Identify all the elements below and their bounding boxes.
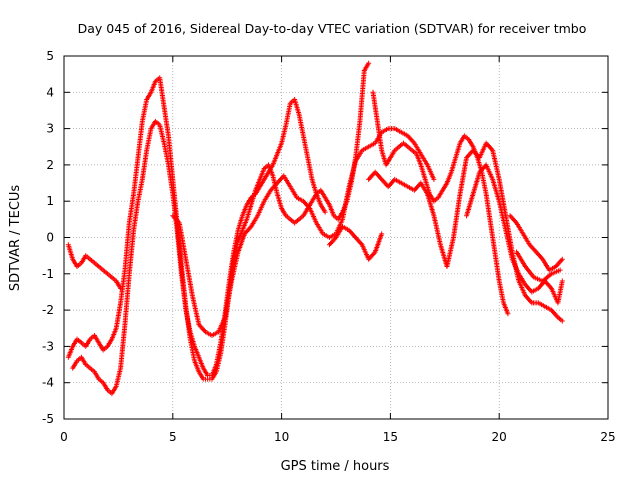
data-points [65, 60, 565, 397]
y-axis-label: SDTVAR / TECUs [8, 185, 23, 292]
data-point [322, 209, 328, 215]
data-point [118, 285, 124, 291]
x-tick-label: 25 [600, 430, 615, 444]
y-tick-label: -1 [42, 267, 54, 281]
data-point [559, 318, 565, 324]
data-point [559, 256, 565, 262]
chart-title: Day 045 of 2016, Sidereal Day-to-day VTE… [78, 21, 587, 36]
y-tick-label: -3 [42, 339, 54, 353]
ticks: 0 5 10 15 20 25 -5 -4 -3 -2 -1 0 1 2 3 4 5 [42, 49, 616, 444]
y-tick-label: 2 [46, 158, 54, 172]
grid [64, 56, 608, 419]
data-point [557, 267, 563, 273]
y-tick-label: 5 [46, 49, 54, 63]
data-point [559, 278, 565, 284]
y-tick-label: -5 [42, 412, 54, 426]
y-tick-label: -4 [42, 376, 54, 390]
data-point [505, 311, 511, 317]
x-tick-label: 15 [383, 430, 398, 444]
data-point [366, 60, 372, 66]
x-axis-label: GPS time / hours [281, 459, 390, 474]
y-tick-label: -2 [42, 303, 54, 317]
data-point [379, 231, 385, 237]
x-tick-label: 5 [169, 430, 177, 444]
y-tick-label: 3 [46, 122, 54, 136]
x-tick-label: 10 [274, 430, 289, 444]
y-tick-label: 1 [46, 194, 54, 208]
data-point [431, 176, 437, 182]
x-tick-label: 20 [492, 430, 507, 444]
y-tick-label: 0 [46, 231, 54, 245]
x-tick-label: 0 [60, 430, 68, 444]
y-tick-label: 4 [46, 85, 54, 99]
